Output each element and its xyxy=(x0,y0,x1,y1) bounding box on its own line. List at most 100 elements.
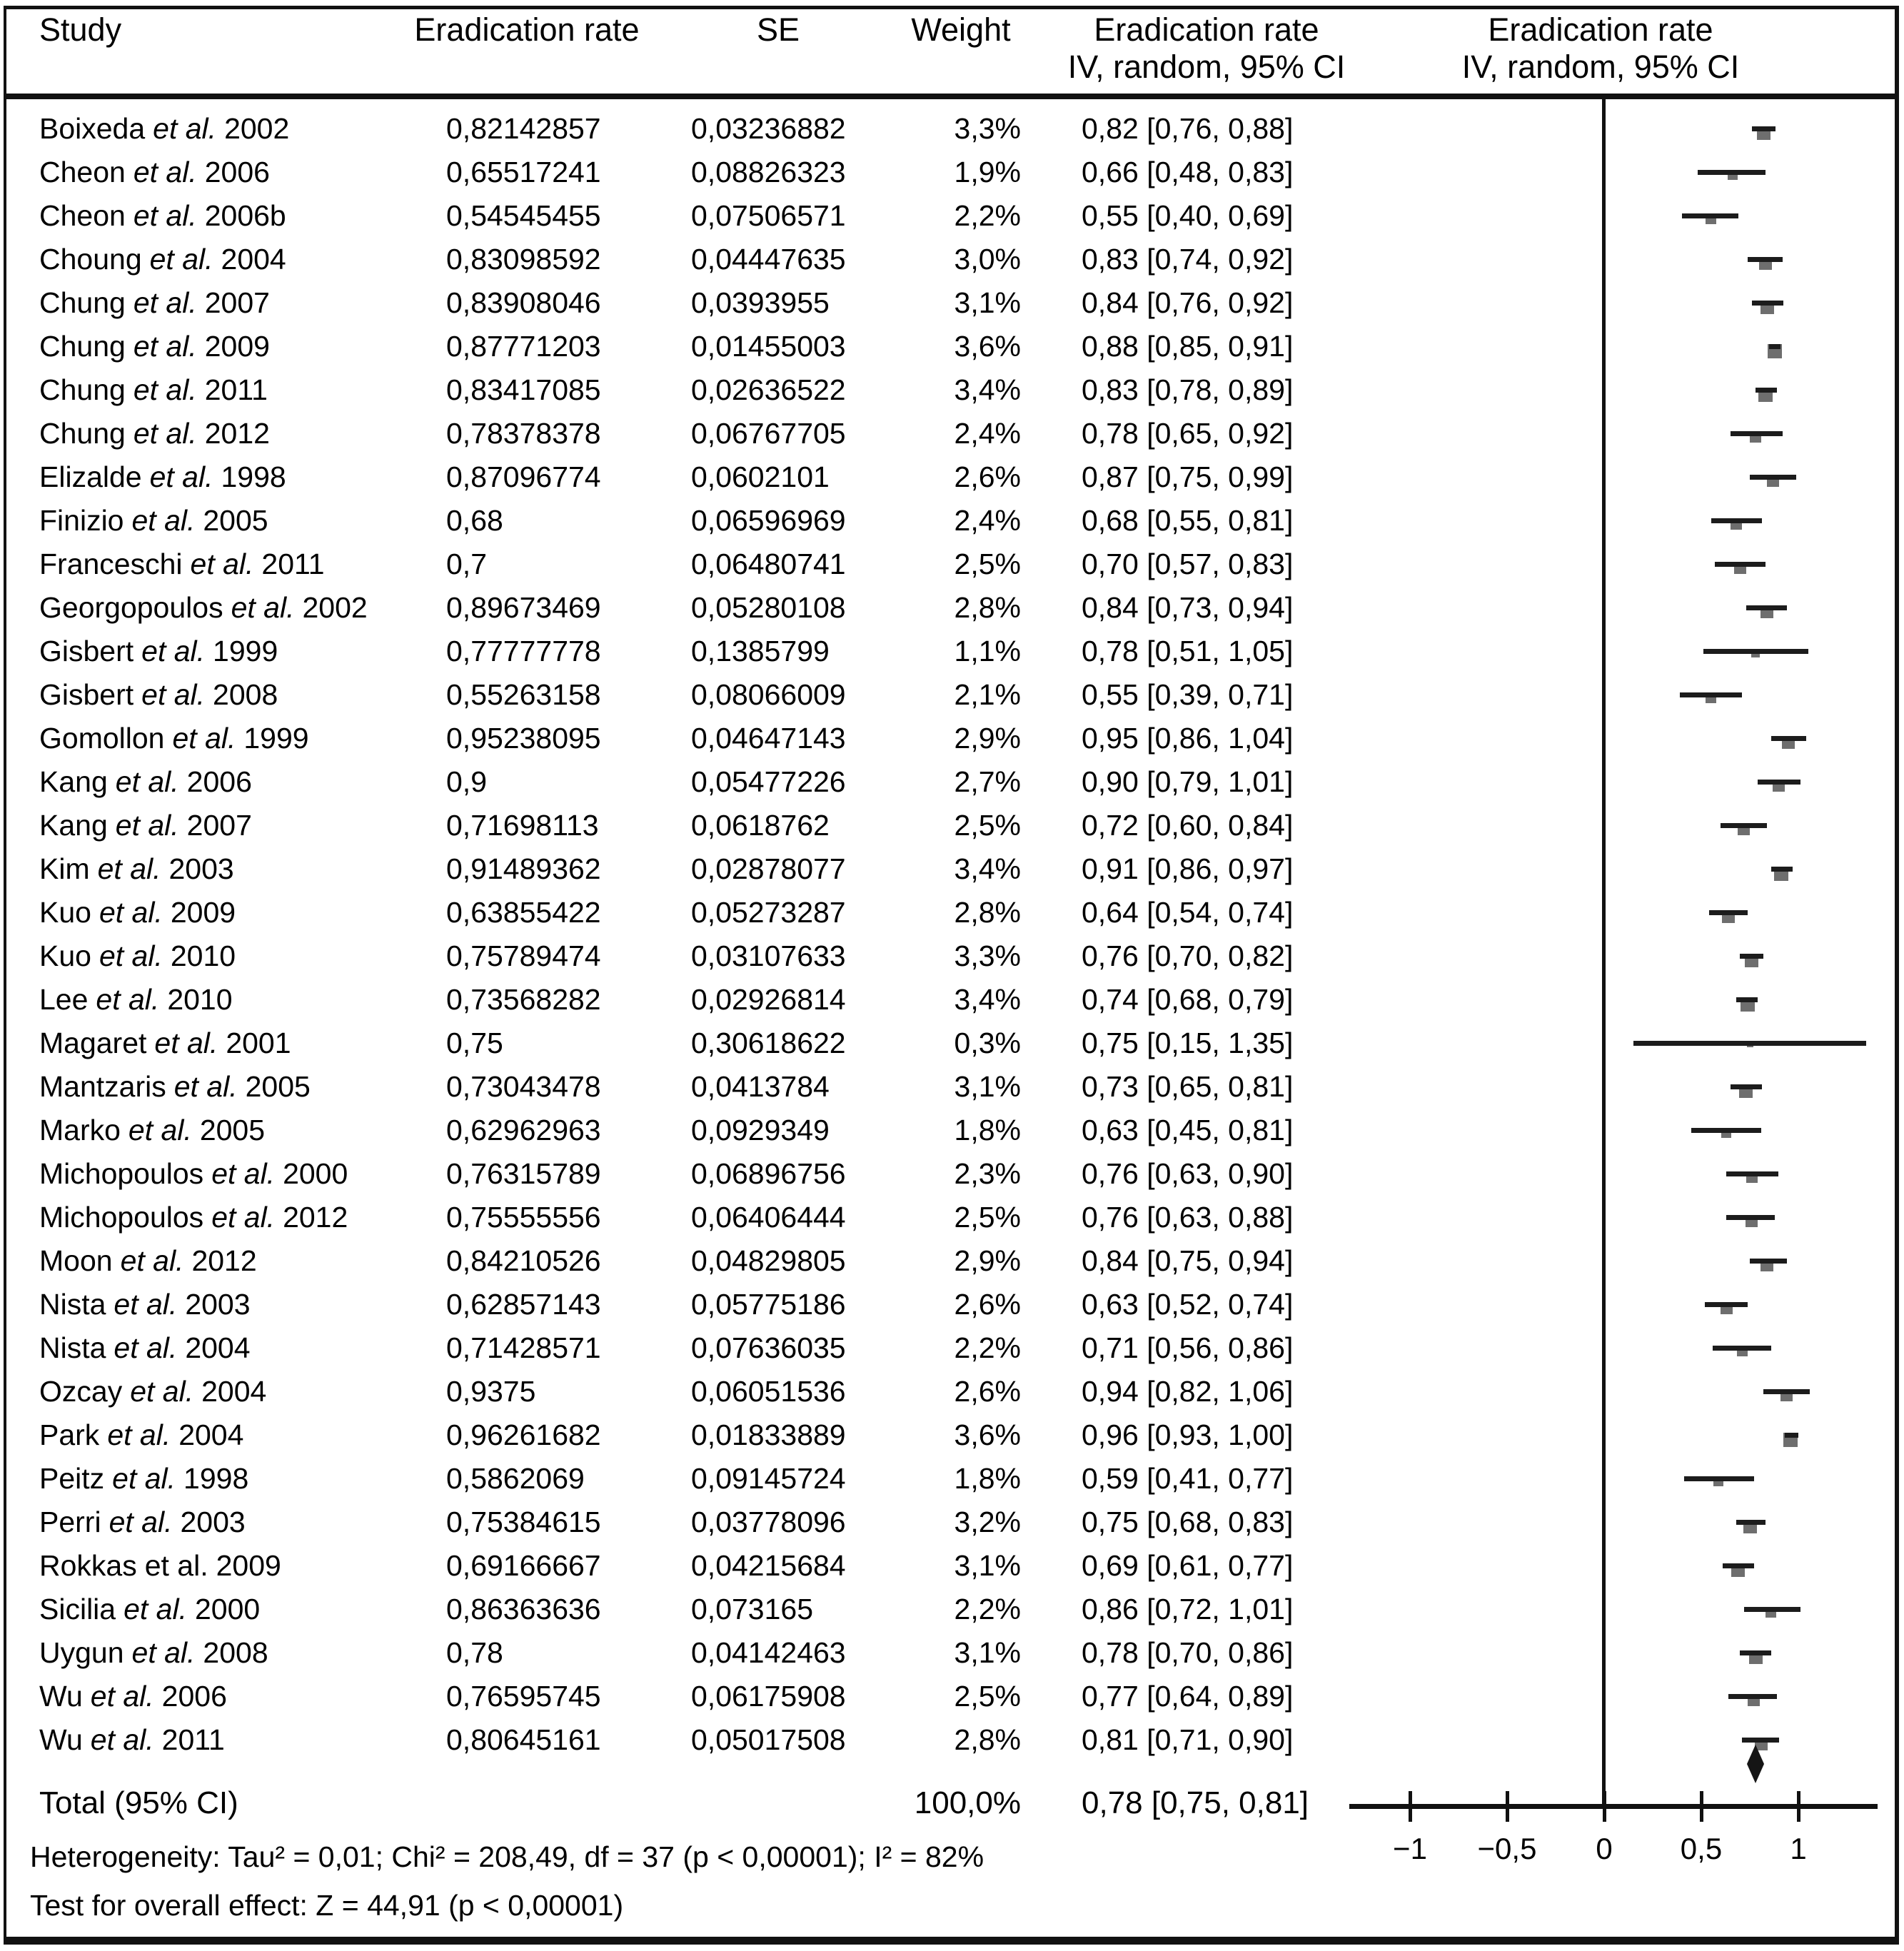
weight-value: 3,4% xyxy=(954,852,1021,885)
study-etal: et al. xyxy=(130,1375,194,1408)
se-value: 0,03778096 xyxy=(691,1506,846,1538)
column-header-se: SE xyxy=(756,11,800,48)
study-year: 2001 xyxy=(226,1027,291,1059)
ci-value: 0,96 [0,93, 1,00] xyxy=(1082,1418,1294,1451)
eradication-rate-value: 0,76595745 xyxy=(446,1680,601,1713)
study-label: Michopoulos et al. 2000 xyxy=(39,1152,348,1196)
ci-value: 0,84 [0,75, 0,94] xyxy=(1082,1244,1294,1277)
ci-value: 0,64 [0,54, 0,74] xyxy=(1082,896,1294,929)
se-value: 0,04447635 xyxy=(691,243,846,276)
confidence-interval-line xyxy=(1740,954,1763,959)
total-weight: 100,0% xyxy=(914,1785,1021,1820)
se-value: 0,04142463 xyxy=(691,1636,846,1669)
study-year: 2004 xyxy=(221,243,286,276)
se-value: 0,06596969 xyxy=(691,504,846,537)
se-value: 0,02926814 xyxy=(691,983,846,1016)
study-etal: et al. xyxy=(133,373,197,406)
study-author: Wu xyxy=(39,1723,83,1756)
weight-value: 2,5% xyxy=(954,548,1021,580)
study-etal: et al. xyxy=(133,286,197,319)
x-axis-tick xyxy=(1603,1791,1606,1822)
study-label: Marko et al. 2005 xyxy=(39,1109,265,1152)
study-label: Kang et al. 2006 xyxy=(39,760,252,804)
se-value: 0,02878077 xyxy=(691,852,846,885)
study-author: Rokkas xyxy=(39,1549,137,1582)
confidence-interval-line xyxy=(1711,518,1762,523)
study-author: Peitz xyxy=(39,1462,105,1495)
study-year: 2005 xyxy=(203,504,268,537)
weight-value: 3,3% xyxy=(954,939,1021,972)
ci-value: 0,75 [0,15, 1,35] xyxy=(1082,1027,1294,1059)
study-etal: et al. xyxy=(115,809,179,842)
confidence-interval-line xyxy=(1713,1346,1771,1351)
table-row: Lee et al. 2010 0,73568282 0,02926814 3,4%… xyxy=(0,978,1356,1022)
eradication-rate-value: 0,9 xyxy=(446,765,487,798)
confidence-interval-line xyxy=(1771,736,1806,741)
ci-value: 0,59 [0,41, 0,77] xyxy=(1082,1462,1294,1495)
confidence-interval-line xyxy=(1785,1433,1798,1438)
study-etal: et al. xyxy=(172,722,236,755)
table-row: Kang et al. 2007 0,71698113 0,0618762 2,5%… xyxy=(0,804,1356,847)
study-year: 2009 xyxy=(216,1549,281,1582)
table-row: Gisbert et al. 2008 0,55263158 0,08066009 … xyxy=(0,673,1356,717)
ci-value: 0,73 [0,65, 0,81] xyxy=(1082,1070,1294,1103)
ci-value: 0,75 [0,68, 0,83] xyxy=(1082,1506,1294,1538)
weight-value: 3,1% xyxy=(954,286,1021,319)
weight-value: 2,2% xyxy=(954,1593,1021,1625)
column-header-ci-line2: IV, random, 95% CI xyxy=(1067,49,1346,85)
ci-value: 0,87 [0,75, 0,99] xyxy=(1082,460,1294,493)
ci-value: 0,76 [0,70, 0,82] xyxy=(1082,939,1294,972)
weight-value: 2,5% xyxy=(954,809,1021,842)
eradication-rate-value: 0,5862069 xyxy=(446,1462,585,1495)
study-year: 2004 xyxy=(178,1418,244,1451)
weight-value: 2,6% xyxy=(954,460,1021,493)
confidence-interval-line xyxy=(1723,1563,1754,1568)
study-etal: et al. xyxy=(131,504,196,537)
weight-value: 2,9% xyxy=(954,1244,1021,1277)
study-author: Cheon xyxy=(39,199,126,232)
ci-value: 0,66 [0,48, 0,83] xyxy=(1082,156,1294,188)
study-year: 2002 xyxy=(224,112,290,145)
table-row: Peitz et al. 1998 0,5862069 0,09145724 1,8… xyxy=(0,1457,1356,1501)
study-label: Boixeda et al. 2002 xyxy=(39,107,289,151)
study-label: Wu et al. 2006 xyxy=(39,1675,227,1718)
confidence-interval-line xyxy=(1752,126,1775,131)
study-etal: et al. xyxy=(99,896,163,929)
se-value: 0,06767705 xyxy=(691,417,846,450)
study-author: Nista xyxy=(39,1288,106,1321)
confidence-interval-line xyxy=(1726,1171,1778,1176)
se-value: 0,0602101 xyxy=(691,460,830,493)
study-year: 2005 xyxy=(199,1114,266,1146)
study-author: Kang xyxy=(39,765,108,798)
se-value: 0,08066009 xyxy=(691,678,846,711)
se-value: 0,05280108 xyxy=(691,591,846,624)
ci-value: 0,81 [0,71, 0,90] xyxy=(1082,1723,1294,1756)
ci-value: 0,94 [0,82, 1,06] xyxy=(1082,1375,1294,1408)
weight-value: 1,8% xyxy=(954,1462,1021,1495)
study-label: Ozcay et al. 2004 xyxy=(39,1370,266,1413)
table-row: Gomollon et al. 1999 0,95238095 0,04647143… xyxy=(0,717,1356,760)
weight-value: 2,8% xyxy=(954,591,1021,624)
study-year: 2008 xyxy=(203,1636,268,1669)
table-row: Perri et al. 2003 0,75384615 0,03778096 3,… xyxy=(0,1501,1356,1544)
study-year: 2006 xyxy=(204,156,270,188)
se-value: 0,05775186 xyxy=(691,1288,846,1321)
study-label: Lee et al. 2010 xyxy=(39,978,233,1022)
table-row: Wu et al. 2011 0,80645161 0,05017508 2,8% … xyxy=(0,1718,1356,1762)
study-label: Georgopoulos et al. 2002 xyxy=(39,586,368,630)
study-label: Rokkas et al. 2009 xyxy=(39,1544,281,1588)
eradication-rate-value: 0,86363636 xyxy=(446,1593,601,1625)
table-row: Franceschi et al. 2011 0,7 0,06480741 2,5%… xyxy=(0,543,1356,586)
se-value: 0,06175908 xyxy=(691,1680,846,1713)
study-label: Kuo et al. 2009 xyxy=(39,891,236,934)
study-author: Kuo xyxy=(39,896,91,929)
ci-value: 0,63 [0,52, 0,74] xyxy=(1082,1288,1294,1321)
ci-value: 0,69 [0,61, 0,77] xyxy=(1082,1549,1294,1582)
study-year: 2011 xyxy=(261,548,325,580)
se-value: 0,073165 xyxy=(691,1593,814,1625)
se-value: 0,07506571 xyxy=(691,199,846,232)
confidence-interval-line xyxy=(1752,301,1783,306)
study-author: Gisbert xyxy=(39,678,134,711)
study-year: 2003 xyxy=(168,852,234,885)
